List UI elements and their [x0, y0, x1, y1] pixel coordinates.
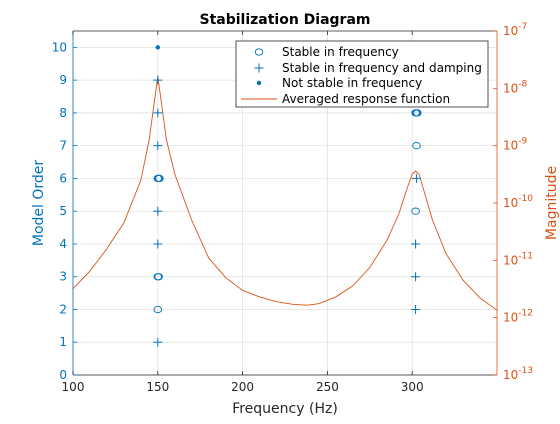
legend-entry-stable-frequency: Stable in frequency	[282, 45, 399, 59]
data-point-plus	[411, 304, 421, 314]
y-right-tick-label: 10-7	[503, 22, 527, 38]
y-left-tick-label: 5	[59, 204, 67, 218]
y-right-tick-label: 10-12	[503, 309, 533, 325]
x-tick-label: 100	[62, 380, 85, 394]
response-function-line	[72, 76, 498, 311]
data-point-plus	[411, 272, 421, 282]
legend: Stable in frequency Stable in frequency …	[235, 40, 489, 108]
data-point-plus	[411, 239, 421, 249]
axes	[72, 30, 498, 376]
x-tick-label: 200	[231, 380, 254, 394]
y-left-tick-label: 2	[59, 302, 67, 316]
y-left-tick-label: 0	[59, 368, 67, 382]
legend-symbol-dot	[256, 80, 262, 86]
y-left-tick-label: 7	[59, 139, 67, 153]
data-point-circle	[412, 142, 421, 150]
data-point-circle	[154, 273, 163, 281]
y-left-tick-label: 3	[59, 270, 67, 284]
y-axis-label-right: Magnitude	[544, 166, 560, 240]
data-point-plus	[153, 108, 163, 118]
y-left-tick-label: 1	[59, 335, 67, 349]
y-left-tick-label: 6	[59, 171, 67, 185]
legend-entry-not-stable: Not stable in frequency	[282, 76, 422, 90]
y-right-tick-label: 10-13	[503, 366, 533, 382]
y-right-tick-exponent: -8	[518, 79, 527, 89]
data-point-circle	[413, 109, 422, 117]
y-left-tick-label: 10	[52, 40, 67, 54]
data-point-plus	[153, 337, 163, 347]
y-right-tick-exponent: -10	[518, 194, 533, 204]
y-left-tick-label: 8	[59, 106, 67, 120]
y-axis-label-left: Model Order	[31, 160, 47, 247]
marker-layer	[153, 45, 422, 347]
data-point-plus	[153, 141, 163, 151]
y-right-tick-exponent: -7	[518, 22, 527, 32]
y-right-tick-label: 10-8	[503, 79, 528, 95]
y-right-tick-exponent: -11	[518, 251, 533, 261]
x-tick-label: 250	[316, 380, 339, 394]
y-right-tick-exponent: -9	[518, 137, 527, 147]
legend-symbol-circle	[254, 48, 264, 56]
data-point-circle	[155, 174, 164, 183]
data-point-plus	[153, 75, 163, 85]
y-right-tick-label: 10-10	[503, 194, 533, 210]
legend-box	[235, 40, 489, 108]
data-point-circle	[153, 305, 163, 314]
data-point-circle	[411, 207, 420, 215]
x-tick-label: 300	[401, 380, 424, 394]
legend-symbol-plus	[254, 63, 264, 73]
x-tick-label: 150	[146, 380, 169, 394]
legend-symbols	[241, 48, 277, 100]
data-point-dot	[155, 45, 160, 50]
data-point-plus	[153, 239, 163, 249]
y-right-tick-exponent: -12	[518, 309, 533, 319]
y-right-tick-exponent: -13	[518, 366, 533, 376]
chart-title: Stabilization Diagram	[199, 12, 370, 28]
y-right-tick-label: 10-11	[503, 251, 533, 267]
legend-entry-stable-frequency-damping: Stable in frequency and damping	[282, 61, 482, 75]
y-left-tick-label: 4	[59, 237, 67, 251]
data-point-plus	[153, 206, 163, 216]
y-right-tick-label: 10-9	[503, 137, 528, 153]
data-point-plus	[411, 173, 421, 183]
legend-entry-response-function: Averaged response function	[282, 92, 450, 106]
y-left-tick-label: 9	[59, 73, 67, 87]
response-curve-layer	[72, 76, 498, 311]
x-axis-label: Frequency (Hz)	[232, 401, 338, 417]
